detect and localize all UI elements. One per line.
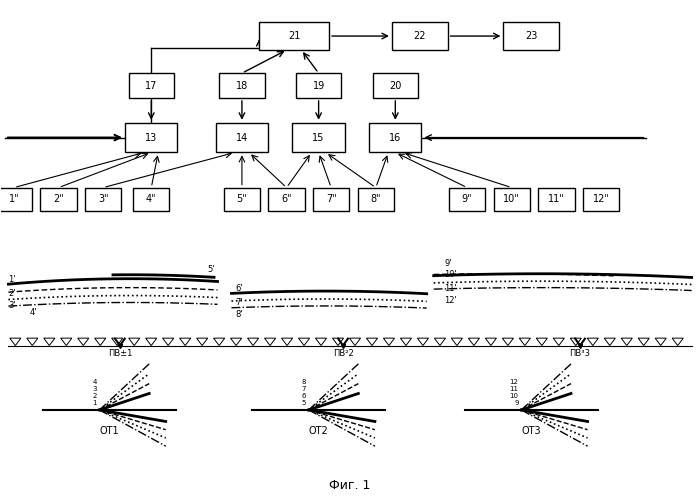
Text: ПВ³3: ПВ³3	[570, 350, 591, 359]
Text: 5: 5	[302, 400, 306, 406]
Bar	[538, 188, 575, 211]
Bar	[372, 73, 418, 98]
Text: 8: 8	[302, 379, 306, 385]
Text: 12': 12'	[444, 296, 457, 305]
Text: 3": 3"	[98, 195, 108, 205]
Bar	[296, 73, 342, 98]
Text: 1: 1	[92, 400, 97, 406]
Text: 11': 11'	[444, 283, 457, 293]
Text: OT3: OT3	[522, 426, 541, 436]
Bar	[392, 22, 447, 50]
Text: 4": 4"	[146, 195, 157, 205]
Text: 6: 6	[302, 393, 306, 399]
Text: 23: 23	[525, 31, 538, 41]
Text: 7': 7'	[235, 298, 243, 307]
Bar	[293, 123, 345, 152]
Text: 2": 2"	[53, 195, 64, 205]
Bar	[129, 73, 174, 98]
Bar	[494, 188, 530, 211]
Bar	[41, 188, 77, 211]
Text: 13: 13	[145, 132, 158, 142]
Text: 10: 10	[510, 393, 519, 399]
Text: 21: 21	[288, 31, 300, 41]
Text: 12: 12	[510, 379, 519, 385]
Text: 9: 9	[514, 400, 519, 406]
Text: 16: 16	[389, 132, 401, 142]
Bar	[219, 73, 265, 98]
Text: ПВ²2: ПВ²2	[332, 350, 354, 359]
Text: 7": 7"	[326, 195, 337, 205]
Text: 20: 20	[389, 81, 402, 91]
Text: 19: 19	[312, 81, 325, 91]
Bar	[0, 188, 32, 211]
Text: ПВ±1: ПВ±1	[108, 350, 132, 359]
Text: 4: 4	[92, 379, 97, 385]
Bar	[369, 123, 421, 152]
Text: 18: 18	[236, 81, 248, 91]
Text: 12": 12"	[593, 195, 610, 205]
Bar	[358, 188, 394, 211]
Text: 8": 8"	[370, 195, 381, 205]
Text: 3': 3'	[8, 301, 16, 310]
Bar	[583, 188, 619, 211]
Text: 8': 8'	[235, 310, 243, 319]
Bar	[85, 188, 121, 211]
Bar	[313, 188, 349, 211]
Text: 10": 10"	[503, 195, 520, 205]
Text: 10': 10'	[444, 270, 457, 279]
Bar	[449, 188, 485, 211]
Text: 7: 7	[302, 386, 306, 392]
Text: 11: 11	[510, 386, 519, 392]
Bar	[133, 188, 169, 211]
Text: 1': 1'	[8, 275, 16, 284]
Text: 15: 15	[312, 132, 325, 142]
Text: 9': 9'	[444, 259, 452, 268]
Text: 22: 22	[414, 31, 426, 41]
Text: 5": 5"	[237, 195, 247, 205]
Text: 4': 4'	[29, 308, 37, 317]
Bar	[125, 123, 177, 152]
Bar	[503, 22, 559, 50]
Text: 14: 14	[236, 132, 248, 142]
Bar	[268, 188, 304, 211]
Text: OT2: OT2	[309, 426, 328, 436]
Text: 3: 3	[92, 386, 97, 392]
Text: 5': 5'	[207, 265, 215, 274]
Text: 6': 6'	[235, 284, 243, 293]
Text: 17: 17	[145, 81, 158, 91]
Text: 9": 9"	[462, 195, 472, 205]
Text: Фиг. 1: Фиг. 1	[329, 479, 371, 492]
Text: 11": 11"	[548, 195, 565, 205]
Bar	[224, 188, 260, 211]
Text: 6": 6"	[281, 195, 292, 205]
Bar	[216, 123, 268, 152]
Text: 2': 2'	[8, 289, 16, 298]
Text: OT1: OT1	[99, 426, 119, 436]
Text: 1": 1"	[8, 195, 20, 205]
Bar	[260, 22, 329, 50]
Text: 2: 2	[92, 393, 97, 399]
